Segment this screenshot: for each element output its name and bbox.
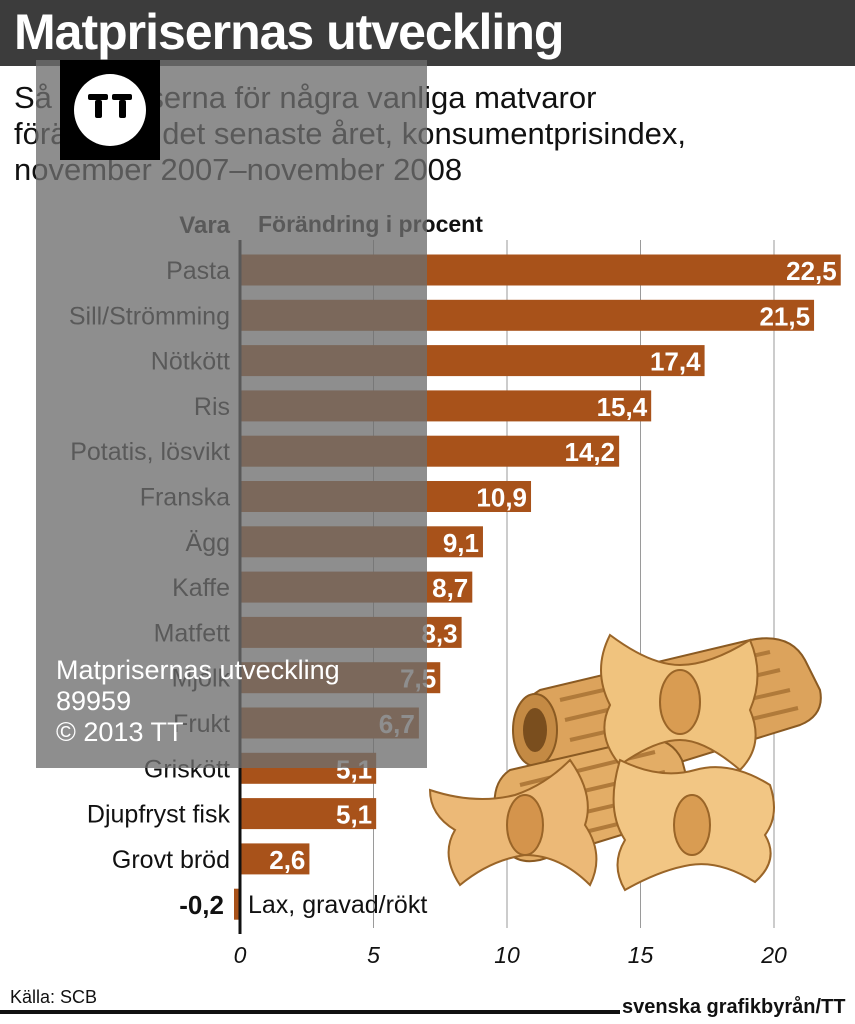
x-tick-label: 20 (760, 942, 787, 968)
tt-logo-stem (95, 100, 102, 118)
tt-logo-bar (88, 94, 108, 100)
value-label: 14,2 (565, 437, 616, 467)
tt-logo-icon (60, 60, 160, 160)
x-tick-label: 10 (494, 942, 520, 968)
value-label: 2,6 (269, 845, 305, 875)
bar (240, 798, 377, 830)
watermark-line: © 2013 TT (56, 717, 184, 747)
farfalle-icon (612, 758, 775, 892)
tt-logo-stem (119, 100, 126, 118)
source-note: Källa: SCB (10, 987, 98, 1007)
value-label: 15,4 (597, 392, 648, 422)
value-label: 21,5 (759, 301, 810, 331)
page-title: Matprisernas utveckling (14, 4, 564, 60)
tt-logo-circle (74, 74, 146, 146)
farfalle-icon (600, 633, 759, 772)
value-label: 17,4 (650, 347, 701, 377)
farfalle-icon (428, 758, 598, 887)
x-tick-label: 15 (628, 942, 654, 968)
category-label: Grovt bröd (112, 846, 230, 874)
pasta-illustration-icon (428, 633, 822, 892)
credit-label: svenska grafikbyrån/TT (622, 996, 846, 1018)
category-label: Lax, gravad/rökt (248, 891, 427, 919)
x-tick-label: 5 (367, 942, 380, 968)
x-tick-label: 0 (234, 942, 247, 968)
category-label: Djupfryst fisk (87, 801, 231, 829)
watermark-text: Matprisernas utveckling 89959 © 2013 TT (56, 655, 340, 748)
tt-logo-bar (112, 94, 132, 100)
value-label: 10,9 (476, 483, 527, 513)
value-label: 22,5 (786, 256, 837, 286)
value-label: 9,1 (443, 528, 479, 558)
watermark-line: 89959 (56, 686, 132, 716)
value-label: 8,7 (432, 573, 468, 603)
bar (240, 843, 310, 875)
value-label: 8,3 (421, 618, 457, 648)
footer-rule (0, 1010, 620, 1014)
value-label: -0,2 (179, 890, 224, 920)
watermark-line: Matprisernas utveckling (56, 655, 340, 685)
title-bar: Matprisernas utveckling (0, 0, 855, 66)
watermark-overlay (36, 60, 427, 768)
bar (234, 888, 240, 920)
value-label: 5,1 (336, 800, 372, 830)
